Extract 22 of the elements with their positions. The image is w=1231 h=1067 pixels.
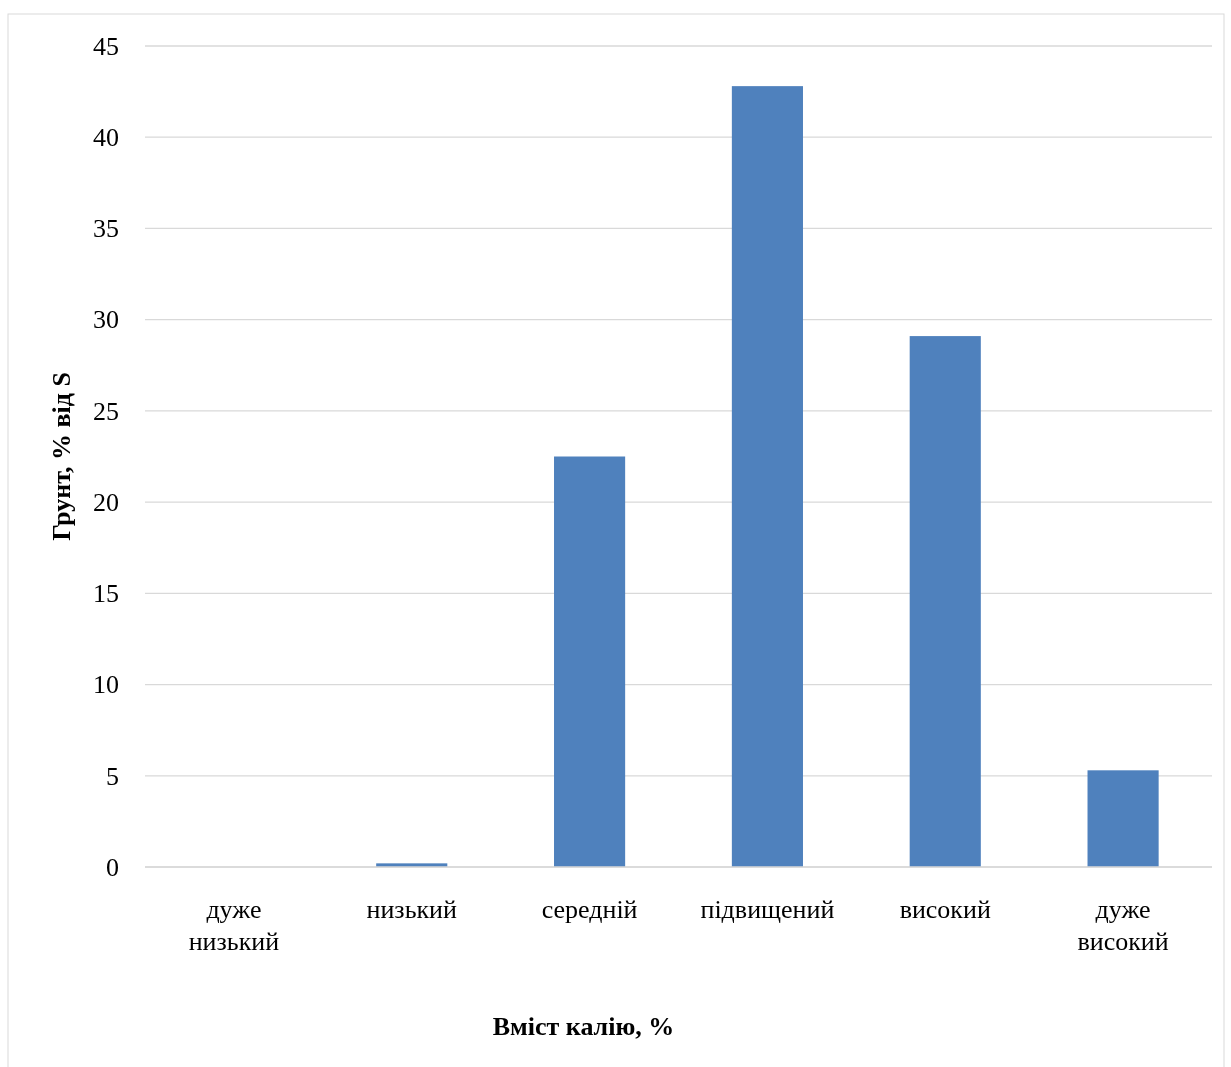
x-tick-label: середній	[541, 895, 638, 924]
x-tick-label: низький	[366, 895, 458, 924]
y-tick-label: 25	[93, 396, 119, 426]
x-axis-title: Вміст калію, %	[492, 1012, 675, 1041]
y-tick-label: 20	[93, 487, 119, 517]
y-tick-label: 45	[93, 31, 119, 61]
x-tick-label: високий	[899, 895, 991, 924]
y-tick-label: 15	[93, 579, 119, 609]
y-axis-title: Грунт, % від S	[47, 372, 76, 541]
bar	[731, 86, 803, 867]
y-tick-label: 10	[93, 670, 119, 700]
x-tick-label: дуже низький	[188, 895, 280, 956]
y-tick-label: 35	[93, 214, 119, 244]
bar	[1087, 770, 1159, 867]
y-tick-label: 0	[106, 852, 119, 882]
y-tick-label: 40	[93, 123, 119, 153]
y-tick-label: 5	[106, 761, 119, 791]
y-tick-label: 30	[93, 305, 119, 335]
bar	[909, 336, 981, 867]
x-tick-label: дуже високий	[1077, 895, 1169, 956]
x-tick-label: підвищений	[700, 895, 835, 924]
bar	[554, 456, 626, 867]
